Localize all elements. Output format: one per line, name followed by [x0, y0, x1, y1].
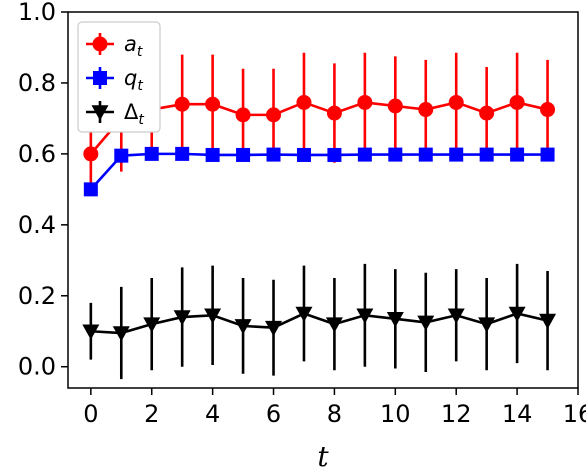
point-series0-11: [418, 102, 434, 118]
point-series1-0: [83, 182, 98, 197]
legend-marker-2: [91, 105, 109, 121]
y-axis: 0.0 0.2 0.4 0.6 0.8 1.0: [18, 0, 68, 381]
point-series1-15: [540, 147, 555, 162]
legend-marker-0: [92, 36, 108, 52]
point-series0-4: [205, 96, 221, 112]
series-line-1: [89, 152, 548, 191]
x-tick-label-1: 2: [144, 400, 159, 428]
point-series2-1: [112, 326, 130, 342]
point-series2-11: [417, 315, 435, 331]
point-series2-4: [204, 308, 222, 324]
y-tick-label-2: 0.4: [18, 211, 56, 239]
point-series2-8: [325, 317, 343, 333]
point-series2-7: [295, 306, 313, 323]
point-series2-13: [478, 317, 496, 333]
series-line-0: [89, 101, 548, 155]
y-tick-label-5: 1.0: [18, 0, 56, 26]
y-tick-label-1: 0.2: [18, 282, 56, 310]
point-series1-10: [388, 147, 403, 162]
point-series1-12: [449, 147, 464, 162]
point-series0-14: [509, 94, 525, 110]
legend: at qt Δt: [77, 21, 161, 133]
point-series0-3: [174, 96, 190, 112]
x-tick-label-8: 16: [563, 400, 586, 428]
point-series0-10: [387, 98, 403, 114]
point-series1-13: [479, 147, 494, 162]
point-series0-12: [448, 94, 464, 110]
x-tick-label-5: 10: [380, 400, 411, 428]
point-series1-7: [296, 147, 311, 162]
point-series0-15: [540, 102, 556, 118]
point-series2-15: [539, 313, 557, 330]
x-axis-title: t: [317, 440, 329, 473]
legend-marker-1: [93, 71, 107, 85]
point-series2-9: [356, 308, 374, 324]
point-series0-5: [235, 107, 251, 123]
point-series1-11: [418, 147, 433, 162]
x-tick-label-4: 8: [327, 400, 342, 428]
series-lines: [89, 101, 548, 335]
x-tick-label-3: 6: [266, 400, 281, 428]
x-tick-label-6: 12: [441, 400, 472, 428]
point-series1-1: [114, 148, 129, 163]
point-series0-13: [479, 105, 495, 121]
x-tick-label-0: 0: [83, 400, 98, 428]
x-tick-label-7: 14: [502, 400, 533, 428]
point-series2-6: [265, 320, 283, 337]
point-series0-6: [266, 107, 282, 123]
point-series1-8: [327, 147, 342, 162]
point-series1-9: [357, 147, 372, 162]
point-series2-12: [447, 308, 465, 324]
series-markers: [82, 94, 557, 342]
point-series0-9: [357, 94, 373, 110]
legend-label-1: qt: [124, 66, 143, 94]
legend-label-0: at: [124, 32, 143, 60]
y-tick-label-4: 0.8: [18, 69, 56, 97]
point-series0-8: [326, 105, 342, 121]
point-series2-5: [234, 319, 252, 335]
point-series2-2: [143, 317, 161, 333]
point-series2-3: [173, 310, 191, 326]
x-tick-label-2: 4: [205, 400, 220, 428]
x-axis: 0 2 4 6 8 10 12 14 16: [83, 388, 586, 428]
y-tick-label-3: 0.6: [18, 140, 56, 168]
point-series0-0: [83, 146, 99, 162]
legend-label-2: Δt: [124, 100, 144, 128]
point-series2-10: [386, 312, 404, 328]
point-series1-2: [144, 146, 159, 161]
plot-frame: [67, 11, 579, 389]
point-series1-3: [175, 146, 190, 161]
series-line-2: [90, 312, 548, 335]
point-series1-14: [510, 147, 525, 162]
point-series0-7: [296, 94, 312, 110]
point-series2-0: [82, 324, 100, 340]
point-series1-5: [236, 147, 251, 162]
point-series2-14: [508, 306, 526, 323]
y-tick-label-0: 0.0: [18, 353, 56, 381]
point-series1-4: [205, 147, 220, 162]
point-series1-6: [266, 147, 281, 162]
